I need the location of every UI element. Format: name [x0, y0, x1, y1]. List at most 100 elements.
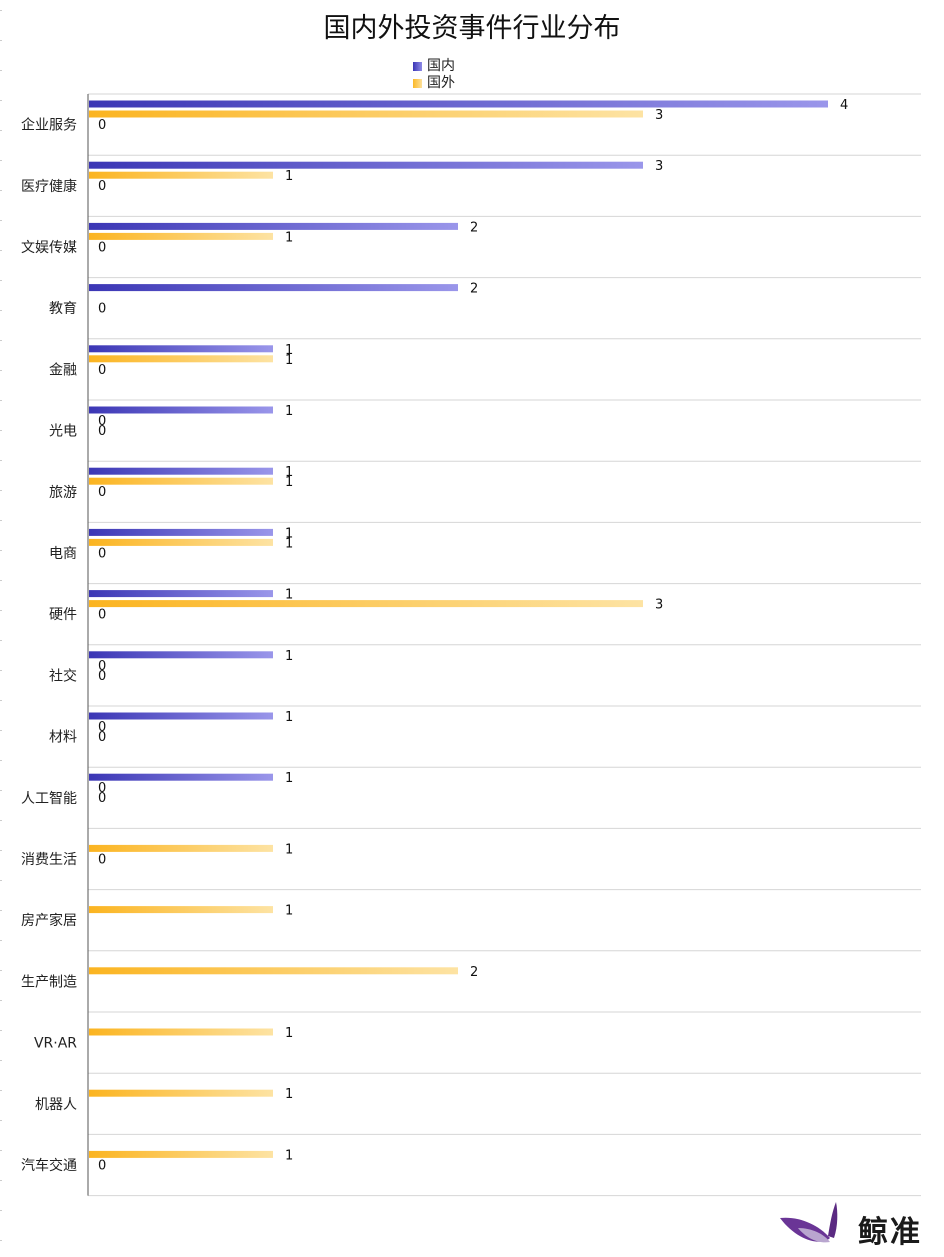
legend-label-domestic: 国内: [427, 58, 455, 74]
data-label: 1: [285, 1148, 293, 1163]
bar-domestic[interactable]: [89, 345, 273, 353]
bar-domestic[interactable]: [89, 284, 458, 292]
edge-dot: [0, 880, 2, 881]
category-label: 人工智能: [21, 791, 77, 807]
bar-foreign[interactable]: [89, 844, 273, 852]
category-label: 汽车交通: [21, 1157, 77, 1174]
edge-dot: [0, 610, 2, 611]
edge-dot: [0, 520, 2, 521]
bar-domestic[interactable]: [89, 528, 273, 536]
edge-dot: [0, 10, 2, 11]
data-label: 0: [98, 791, 106, 806]
category-label: 社交: [49, 667, 77, 684]
data-label: 0: [98, 730, 106, 745]
data-label: 3: [655, 108, 663, 123]
bar-foreign[interactable]: [89, 600, 643, 608]
data-label: 0: [98, 424, 106, 439]
data-label: 0: [98, 118, 106, 133]
category-label: 金融: [49, 362, 77, 378]
legend-item-domestic[interactable]: 国内: [413, 58, 455, 75]
data-label: 0: [98, 852, 106, 867]
data-label: 1: [285, 842, 293, 857]
data-label: 0: [98, 179, 106, 194]
data-label: 2: [470, 220, 478, 235]
edge-dot: [0, 550, 2, 551]
bar-foreign[interactable]: [89, 1150, 273, 1158]
bar-domestic[interactable]: [89, 161, 643, 169]
edge-dot: [0, 580, 2, 581]
bar-foreign[interactable]: [89, 1028, 273, 1036]
bar-domestic[interactable]: [89, 590, 273, 598]
bars: [89, 100, 828, 1158]
category-label: VR·AR: [34, 1036, 77, 1052]
legend-item-foreign[interactable]: 国外: [413, 75, 455, 92]
data-label: 4: [840, 98, 848, 113]
edge-dot: [0, 670, 2, 671]
edge-dot: [0, 40, 2, 41]
category-label: 材料: [49, 730, 77, 746]
data-label: 2: [470, 282, 478, 297]
data-label: 1: [285, 169, 293, 184]
data-label: 1: [285, 588, 293, 603]
data-label: 3: [655, 598, 663, 613]
edge-dot: [0, 700, 2, 701]
category-label: 房产家居: [21, 912, 77, 929]
data-label: 1: [285, 230, 293, 245]
edge-dot: [0, 220, 2, 221]
data-label: 1: [285, 1087, 293, 1102]
category-label: 光电: [49, 424, 77, 440]
data-label: 1: [285, 771, 293, 786]
bar-foreign[interactable]: [89, 906, 273, 914]
bar-foreign[interactable]: [89, 1089, 273, 1097]
chart-title: 国内外投资事件行业分布: [323, 13, 621, 44]
bar-foreign[interactable]: [89, 967, 458, 975]
legend-swatch-domestic: [413, 62, 422, 71]
category-label: 旅游: [49, 485, 77, 501]
bar-foreign[interactable]: [89, 171, 273, 179]
edge-dot: [0, 790, 2, 791]
bar-domestic[interactable]: [89, 651, 273, 659]
bar-foreign[interactable]: [89, 355, 273, 363]
data-label: 1: [285, 904, 293, 919]
data-label: 0: [98, 485, 106, 500]
legend-label-foreign: 国外: [427, 75, 455, 91]
bar-foreign[interactable]: [89, 477, 273, 485]
edge-dot: [0, 1090, 2, 1091]
data-label: 0: [98, 608, 106, 623]
bar-domestic[interactable]: [89, 406, 273, 414]
bar-foreign[interactable]: [89, 232, 273, 240]
edge-dot: [0, 1030, 2, 1031]
bar-domestic[interactable]: [89, 222, 458, 230]
data-label: 0: [98, 414, 106, 429]
edge-dot: [0, 340, 2, 341]
data-label: 0: [98, 546, 106, 561]
data-label: 1: [285, 353, 293, 368]
data-label: 0: [98, 720, 106, 735]
data-label: 0: [98, 363, 106, 378]
edge-dot: [0, 820, 2, 821]
category-label: 企业服务: [21, 117, 77, 134]
edge-dot: [0, 1150, 2, 1151]
bar-foreign[interactable]: [89, 110, 643, 118]
legend-swatch-foreign: [413, 79, 422, 88]
bar-domestic[interactable]: [89, 100, 828, 108]
edge-dot: [0, 160, 2, 161]
bar-domestic[interactable]: [89, 773, 273, 781]
edge-dot: [0, 400, 2, 401]
bar-domestic[interactable]: [89, 712, 273, 720]
bar-foreign[interactable]: [89, 538, 273, 546]
category-label: 电商: [49, 546, 77, 562]
category-label: 医疗健康: [21, 178, 77, 195]
data-label: 0: [98, 781, 106, 796]
grid: [0, 10, 921, 1241]
edge-dot: [0, 280, 2, 281]
edge-dot: [0, 70, 2, 71]
edge-dot: [0, 490, 2, 491]
edge-dot: [0, 730, 2, 731]
edge-dot: [0, 1210, 2, 1211]
category-label: 教育: [49, 301, 77, 317]
data-label: 1: [285, 710, 293, 725]
edge-dot: [0, 310, 2, 311]
category-label: 生产制造: [21, 974, 77, 990]
bar-domestic[interactable]: [89, 467, 273, 475]
